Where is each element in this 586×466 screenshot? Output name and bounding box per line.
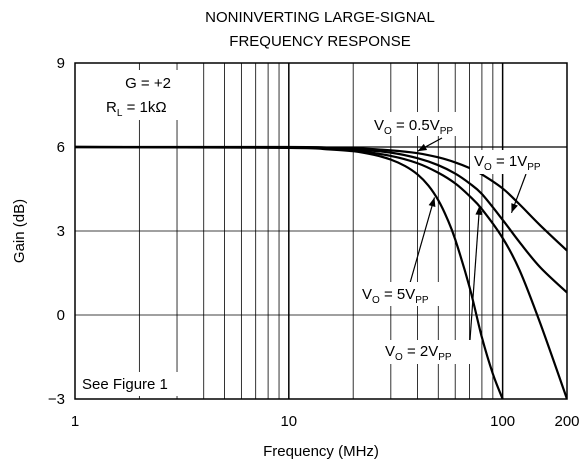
arrow-2-shaft [469,205,481,341]
x-tick-labels: 1 10 100 200 [71,413,580,430]
figure-ref-annotation: See Figure 1 [82,376,168,393]
y-tick-label: 0 [57,307,65,324]
x-tick-label: 1 [71,413,79,430]
series-label-2: VO = 2VPP [385,343,452,363]
y-tick-label: −3 [48,391,65,408]
label-arrows [409,137,527,341]
series-label-0.5-sub2: PP [440,126,454,137]
x-axis-label: Frequency (MHz) [263,443,379,460]
label-bg-2 [382,340,474,364]
arrow-5-head [428,197,436,208]
arrow-2-head [475,205,483,216]
x-tick-label: 200 [554,413,579,430]
gain-annotation-bg [100,70,198,120]
series-label-1: VO = 1VPP [474,153,541,173]
arrow-5-shaft [409,197,436,284]
label-bg-5 [358,282,448,306]
gain-annotation: G = +2 [125,75,171,92]
series-line-5 [75,145,504,399]
series-label-2-main: V [385,343,395,360]
x-tick-label: 100 [490,413,515,430]
series-label-5: VO = 5VPP [362,286,429,306]
y-tick-label: 3 [57,223,65,240]
series-label-5-main: V [362,286,372,303]
chart-title-line-1: NONINVERTING LARGE-SIGNAL [205,9,435,26]
label-bg-1 [470,150,564,174]
response-curves [75,145,567,399]
y-axis-label: Gain (dB) [11,199,28,263]
series-label-1-main: V [474,153,484,170]
series-label-0.5-mid: = 0.5V [392,117,440,134]
load-annotation-value: = 1kΩ [122,99,166,116]
series-label-2-sub2: PP [438,352,452,363]
series-label-0.5-sub1: O [384,126,392,137]
arrow-0.5-head [417,143,428,152]
series-label-1-mid: = 1V [492,153,527,170]
y-tick-label: 9 [57,55,65,72]
series-label-5-mid: = 5V [380,286,415,303]
y-tick-labels: −3 0 3 6 9 [48,55,65,408]
series-label-0.5-main: V [374,117,384,134]
series-label-2-sub1: O [395,352,403,363]
series-label-1-sub2: PP [527,162,541,173]
load-annotation-sub: L [117,108,123,119]
load-annotation: RL = 1kΩ [106,99,167,119]
series-label-5-sub1: O [372,295,380,306]
series-label-2-mid: = 2V [403,343,438,360]
label-bg-0.5 [371,112,459,136]
arrow-1-head [511,203,518,213]
plot-frame [74,62,568,400]
x-tick-label: 10 [280,413,297,430]
figure-ref-bg [77,372,202,396]
load-annotation-main: R [106,99,117,116]
chart-title-line-2: FREQUENCY RESPONSE [229,33,410,50]
series-label-1-sub1: O [484,162,492,173]
y-tick-label: 6 [57,139,65,156]
series-label-0.5: VO = 0.5VPP [374,117,453,137]
series-label-5-sub2: PP [415,295,429,306]
